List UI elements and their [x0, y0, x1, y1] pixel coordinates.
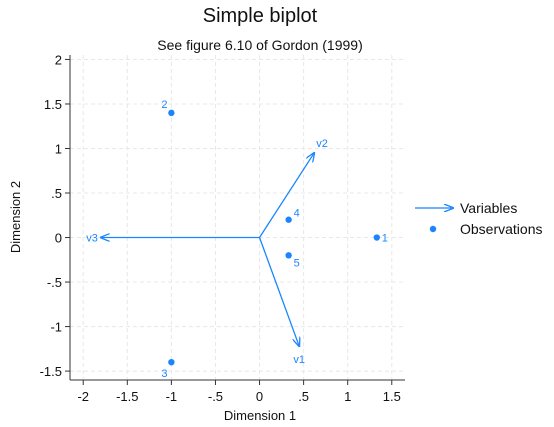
y-tick-label: 2 [55, 52, 62, 67]
x-tick-label: -1 [166, 389, 178, 404]
variable-arrow-v2 [258, 153, 315, 238]
x-tick-label: 0 [256, 389, 263, 404]
observation-point-5 [285, 252, 292, 259]
observation-point-2 [168, 109, 175, 117]
y-tick-label: -1.5 [40, 364, 62, 379]
x-tick-label: 1 [344, 389, 351, 404]
variable-label-v2: v2 [316, 138, 328, 150]
variable-label-v1: v1 [293, 354, 305, 366]
y-tick-label: 0 [55, 231, 62, 246]
variable-arrow-v1 [258, 237, 300, 347]
observation-label-4: 4 [294, 208, 300, 220]
x-tick-label: .5 [298, 389, 309, 404]
observation-label-2: 2 [161, 99, 167, 111]
legend-dot-symbol [429, 225, 437, 233]
x-tick-label: -2 [77, 389, 89, 404]
x-axis-label: Dimension 1 [224, 408, 296, 423]
x-tick-label: 1.5 [383, 389, 401, 404]
observation-point-3 [168, 358, 175, 366]
x-tick-label: -.5 [208, 389, 223, 404]
y-tick-label: 1 [55, 141, 62, 156]
legend-label: Observations [460, 221, 542, 237]
gridlines [70, 55, 405, 380]
legend: Variables Observations [415, 200, 542, 237]
y-tick-label: -1 [50, 320, 62, 335]
chart-title: Simple biplot [202, 5, 318, 27]
axes: -2 -1.5 -1 -.5 0 .5 1 1.5 -1.5 -1 -.5 0 .5 1 1.5 2 [40, 52, 405, 404]
chart-subtitle: See figure 6.10 of Gordon (1999) [157, 37, 363, 53]
y-tick-label: -.5 [47, 275, 62, 290]
legend-label: Variables [460, 200, 517, 216]
x-tick-label: -1.5 [116, 389, 138, 404]
y-tick-label: 1.5 [44, 97, 62, 112]
observation-label-3: 3 [161, 368, 167, 380]
variable-label-v3: v3 [86, 233, 98, 245]
observation-point-4 [285, 216, 292, 223]
observation-point-1 [373, 234, 380, 241]
observation-label-1: 1 [382, 233, 388, 245]
observation-label-5: 5 [294, 257, 300, 269]
plot-marks: v2 v1 v3 2 4 1 5 3 [86, 99, 388, 380]
y-tick-label: .5 [51, 186, 62, 201]
y-axis-label: Dimension 2 [8, 181, 23, 253]
